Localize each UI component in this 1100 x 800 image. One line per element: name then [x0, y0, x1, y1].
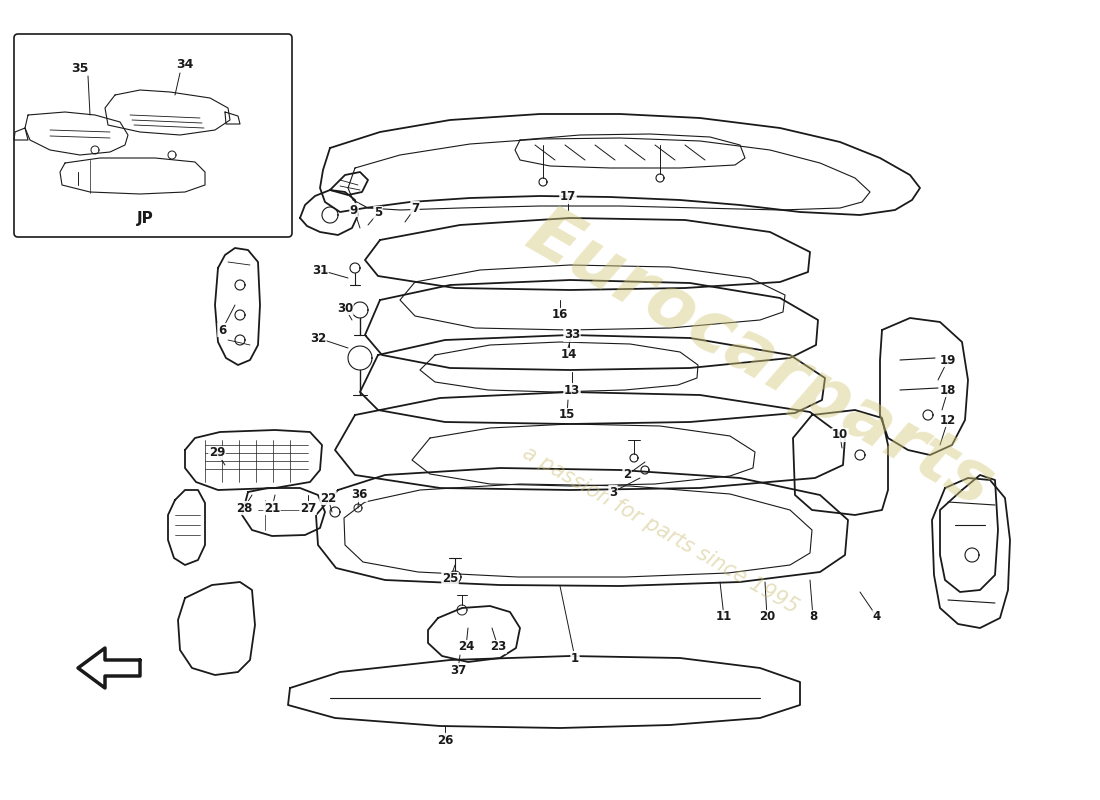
Text: 14: 14	[561, 349, 578, 362]
Text: 8: 8	[808, 610, 817, 623]
Text: JP: JP	[136, 210, 153, 226]
Text: 31: 31	[312, 263, 328, 277]
Text: 7: 7	[411, 202, 419, 214]
Text: 18: 18	[939, 383, 956, 397]
Text: 28: 28	[235, 502, 252, 514]
Text: 11: 11	[716, 610, 733, 623]
Text: 25: 25	[442, 573, 459, 586]
Text: 21: 21	[264, 502, 280, 514]
Text: 6: 6	[218, 323, 227, 337]
Text: 17: 17	[560, 190, 576, 203]
Text: 12: 12	[939, 414, 956, 426]
Text: 10: 10	[832, 429, 848, 442]
Text: 24: 24	[458, 641, 474, 654]
Text: 30: 30	[337, 302, 353, 314]
Text: 23: 23	[490, 641, 506, 654]
Text: 16: 16	[552, 309, 569, 322]
Text: 9: 9	[350, 203, 359, 217]
Text: 33: 33	[564, 329, 580, 342]
Text: 32: 32	[310, 331, 326, 345]
Text: 20: 20	[759, 610, 775, 623]
Text: 37: 37	[450, 663, 466, 677]
Text: 34: 34	[176, 58, 194, 71]
Text: 29: 29	[209, 446, 226, 459]
Text: 4: 4	[873, 610, 881, 623]
Text: 22: 22	[320, 491, 337, 505]
Text: 35: 35	[72, 62, 89, 74]
Text: 2: 2	[623, 469, 631, 482]
Text: 15: 15	[559, 409, 575, 422]
Text: 1: 1	[571, 651, 579, 665]
Text: 19: 19	[939, 354, 956, 366]
Text: 3: 3	[609, 486, 617, 498]
Text: 36: 36	[351, 489, 367, 502]
Text: 5: 5	[374, 206, 382, 219]
Text: 26: 26	[437, 734, 453, 746]
Text: Eurocarparts: Eurocarparts	[515, 198, 1005, 522]
Text: 13: 13	[564, 383, 580, 397]
Text: 27: 27	[300, 502, 316, 514]
Text: a passion for parts since 1995: a passion for parts since 1995	[518, 442, 802, 618]
FancyBboxPatch shape	[14, 34, 292, 237]
